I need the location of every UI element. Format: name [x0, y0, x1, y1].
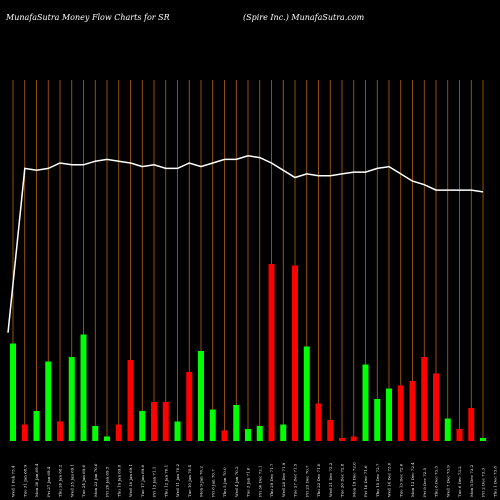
- money-flow-bar: [268, 264, 275, 441]
- money-flow-bar: [115, 424, 122, 441]
- money-flow-bar: [33, 411, 40, 441]
- x-tick-label: Wed 28 Dec 71.9: [281, 462, 286, 497]
- money-flow-bar: [127, 360, 134, 441]
- money-flow-bar: [315, 403, 322, 441]
- money-flow-bar: [92, 426, 99, 441]
- x-tick-label: Wed 25 Jan 69.1: [69, 464, 74, 497]
- money-flow-bar: [256, 426, 263, 441]
- money-flow-bar: [139, 411, 146, 441]
- money-flow-bar: [209, 409, 216, 441]
- x-tick-label: Thu 5 Jan 70.0: [222, 467, 227, 497]
- money-flow-bar: [245, 429, 251, 441]
- money-flow-bar: [409, 381, 416, 441]
- money-flow-bar: [57, 421, 63, 441]
- x-tick-label: Wed 1 Feb 75.4: [11, 465, 16, 497]
- money-flow-bar: [10, 343, 16, 441]
- x-tick-label: Tue 31 Jan 68.9: [22, 465, 27, 497]
- x-tick-label: Tue 13 Dec 72.6: [398, 463, 403, 497]
- money-flow-bar: [21, 424, 28, 441]
- x-tick-label: Fri 27 Jan 69.4: [46, 466, 51, 497]
- x-tick-label: Wed 11 Jan 70.2: [175, 463, 180, 497]
- money-flow-bar: [151, 402, 157, 441]
- money-flow-bar: [327, 420, 334, 441]
- money-flow-bar: [456, 429, 463, 441]
- money-flow-bar: [421, 357, 428, 441]
- x-tick-label: Fri 2 Dec 73.3: [481, 467, 486, 497]
- money-flow-bar: [174, 421, 181, 441]
- money-flow-bar: [397, 385, 404, 441]
- money-flow-bar: [68, 357, 75, 441]
- x-tick-label: Mon 9 Jan 70.2: [199, 466, 204, 497]
- x-tick-label: Tue 20 Dec 72.8: [340, 463, 345, 497]
- x-tick-label: Mon 19 Dec 72.0: [351, 462, 356, 497]
- money-flow-bar: [233, 405, 240, 441]
- x-tick-label: Wed 21 Dec 72.2: [328, 462, 333, 497]
- x-tick-label: Fri 16 Dec 71.6: [363, 465, 368, 497]
- x-tick-label: Fri 20 Jan 69.5: [105, 466, 110, 497]
- x-tick-label: Thu 8 Dec 73.3: [434, 466, 439, 497]
- money-flow-bar: [433, 373, 439, 441]
- money-flow-bar: [45, 361, 52, 441]
- x-tick-label: Thu 15 Dec 72.7: [375, 463, 380, 497]
- x-tick-label: Mon 23 Jan 70.0: [93, 463, 98, 497]
- x-tick-label: Tue 3 Jan 71.6: [246, 467, 251, 497]
- money-flow-bar: [186, 372, 193, 441]
- chart-subtitle: (Spire Inc.) MunafaSutra.com: [243, 13, 365, 22]
- money-flow-bar: [198, 351, 204, 441]
- money-flow-bar: [280, 424, 287, 441]
- money-flow-bar: [104, 436, 110, 441]
- x-tick-label: Wed 14 Dec 73.0: [387, 462, 392, 497]
- x-tick-label: Wed 18 Jan 69.1: [128, 464, 133, 497]
- money-flow-bar: [221, 430, 228, 441]
- x-tick-label: Fri 23 Dec 70.7: [304, 465, 309, 497]
- money-flow-bar: [386, 388, 392, 441]
- x-tick-label: Fri 9 Dec 72.5: [422, 467, 427, 497]
- x-tick-label: Thu 29 Dec 71.7: [269, 463, 274, 497]
- money-flow-bar: [303, 346, 310, 441]
- x-tick-label: Wed 7 Dec 73.9: [445, 465, 450, 497]
- x-tick-label: Fri 30 Dec 72.1: [257, 465, 262, 497]
- x-tick-label: Thu 12 Jan 70.1: [163, 465, 168, 497]
- price-line: [7, 155, 484, 333]
- chart-title: MunafaSutra Money Flow Charts for SR: [5, 13, 170, 22]
- money-flow-bar: [480, 438, 486, 441]
- x-tick-label: Thu 1 Dec 73.8: [492, 466, 497, 497]
- x-tick-label: Thu 22 Dec 71.0: [316, 463, 321, 497]
- money-flow-bar: [350, 436, 357, 441]
- money-flow-bar: [374, 399, 381, 441]
- x-tick-label: Wed 4 Jan 70.2: [234, 466, 239, 497]
- money-flow-bar: [444, 418, 451, 441]
- x-tick-label: Thu 26 Jan 68.2: [58, 464, 63, 497]
- money-flow-bar: [80, 334, 87, 441]
- money-flow-bar: [362, 364, 369, 441]
- money-flow-bar: [162, 402, 169, 441]
- x-tick-label: Fri 13 Jan 71.1: [152, 467, 157, 497]
- money-flow-bars: [10, 264, 486, 441]
- x-tick-label: Fri 6 Jan 70.7: [210, 469, 215, 497]
- money-flow-bar: [468, 408, 475, 441]
- money-flow-bar: [339, 438, 345, 441]
- x-tick-label: Mon 30 Jan 69.4: [34, 463, 39, 497]
- money-flow-bar: [292, 265, 298, 441]
- x-tick-label: Thu 19 Jan 69.8: [116, 464, 121, 497]
- x-axis-tick-labels: Wed 1 Feb 75.4 Tue 31 Jan 68.9 Mon 30 Jan …: [11, 462, 498, 497]
- x-tick-label: Tue 10 Jan 70.4: [187, 465, 192, 497]
- x-tick-label: Tue 24 Jan 69.6: [81, 465, 86, 497]
- x-tick-label: Tue 6 Dec 73.2: [457, 466, 462, 497]
- x-tick-label: Mon 5 Dec 73.2: [469, 464, 474, 497]
- x-tick-label: Tue 17 Jan 69.6: [140, 465, 145, 497]
- x-tick-label: Tue 27 Dec 71.5: [293, 463, 298, 497]
- x-tick-label: Mon 12 Dec 72.4: [410, 462, 415, 497]
